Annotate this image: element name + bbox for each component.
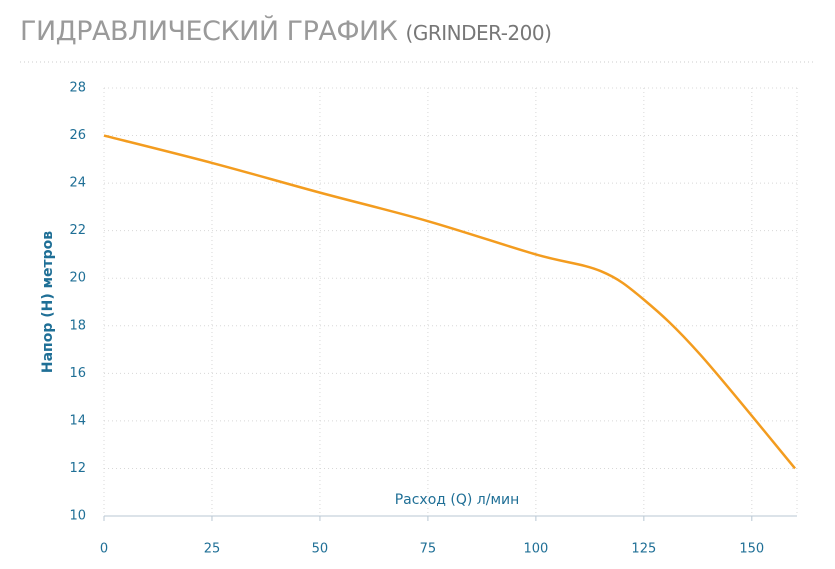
x-tick-label: 125 xyxy=(631,542,656,557)
x-tick-label: 75 xyxy=(420,542,437,557)
y-tick-label: 18 xyxy=(69,318,86,333)
y-tick-label: 26 xyxy=(69,128,86,143)
x-axis-label: Расход (Q) л/мин xyxy=(395,492,520,508)
x-tick-label: 100 xyxy=(523,542,548,557)
x-tick-label: 50 xyxy=(312,542,329,557)
y-tick-label: 20 xyxy=(69,271,86,286)
y-tick-label: 16 xyxy=(69,366,86,381)
chart-title: ГИДРАВЛИЧЕСКИЙ ГРАФИК xyxy=(20,16,398,47)
x-tick-label: 150 xyxy=(739,542,764,557)
series-line xyxy=(103,134,796,470)
y-axis-label: Напор (H) метров xyxy=(40,231,56,373)
title-block: ГИДРАВЛИЧЕСКИЙ ГРАФИК (GRINDER-200) xyxy=(20,16,552,47)
y-tick-label: 28 xyxy=(69,81,86,96)
y-tick-label: 22 xyxy=(69,223,86,238)
y-tick-label: 10 xyxy=(69,509,86,524)
x-tick-label: 25 xyxy=(204,542,221,557)
y-tick-label: 12 xyxy=(69,461,86,476)
y-tick-label: 24 xyxy=(69,176,86,191)
x-tick-label: 0 xyxy=(100,542,108,557)
chart-subtitle: (GRINDER-200) xyxy=(405,21,552,45)
y-tick-label: 14 xyxy=(69,413,86,428)
